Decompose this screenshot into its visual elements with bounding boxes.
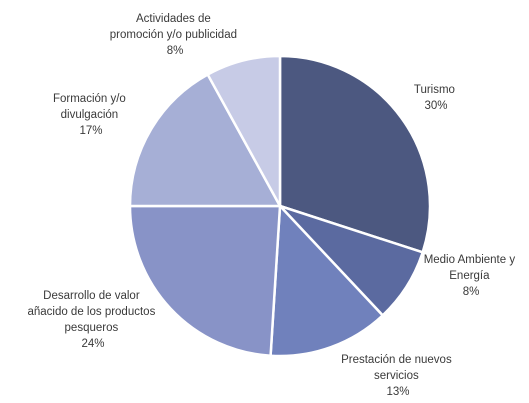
pie-slice-1 [278, 54, 432, 254]
pie-slice-6 [206, 54, 282, 207]
label-turismo: Turismo 30% [414, 84, 458, 112]
label-actividades-promocion: Actividades de promoción y/o publicidad … [110, 13, 240, 57]
pie-slices [128, 54, 432, 358]
label-prestacion-servicios: Prestación de nuevos servicios 13% [341, 354, 455, 398]
label-medio-ambiente: Medio Ambiente y Energía 8% [424, 254, 519, 298]
label-formacion: Formación y/o divulgación 17% [53, 93, 129, 137]
label-desarrollo-valor: Desarrollo de valor añacido de los produ… [27, 290, 158, 350]
pie-slice-5 [128, 72, 283, 208]
pie-slice-3 [269, 203, 385, 358]
pie-slice-4 [128, 204, 282, 358]
